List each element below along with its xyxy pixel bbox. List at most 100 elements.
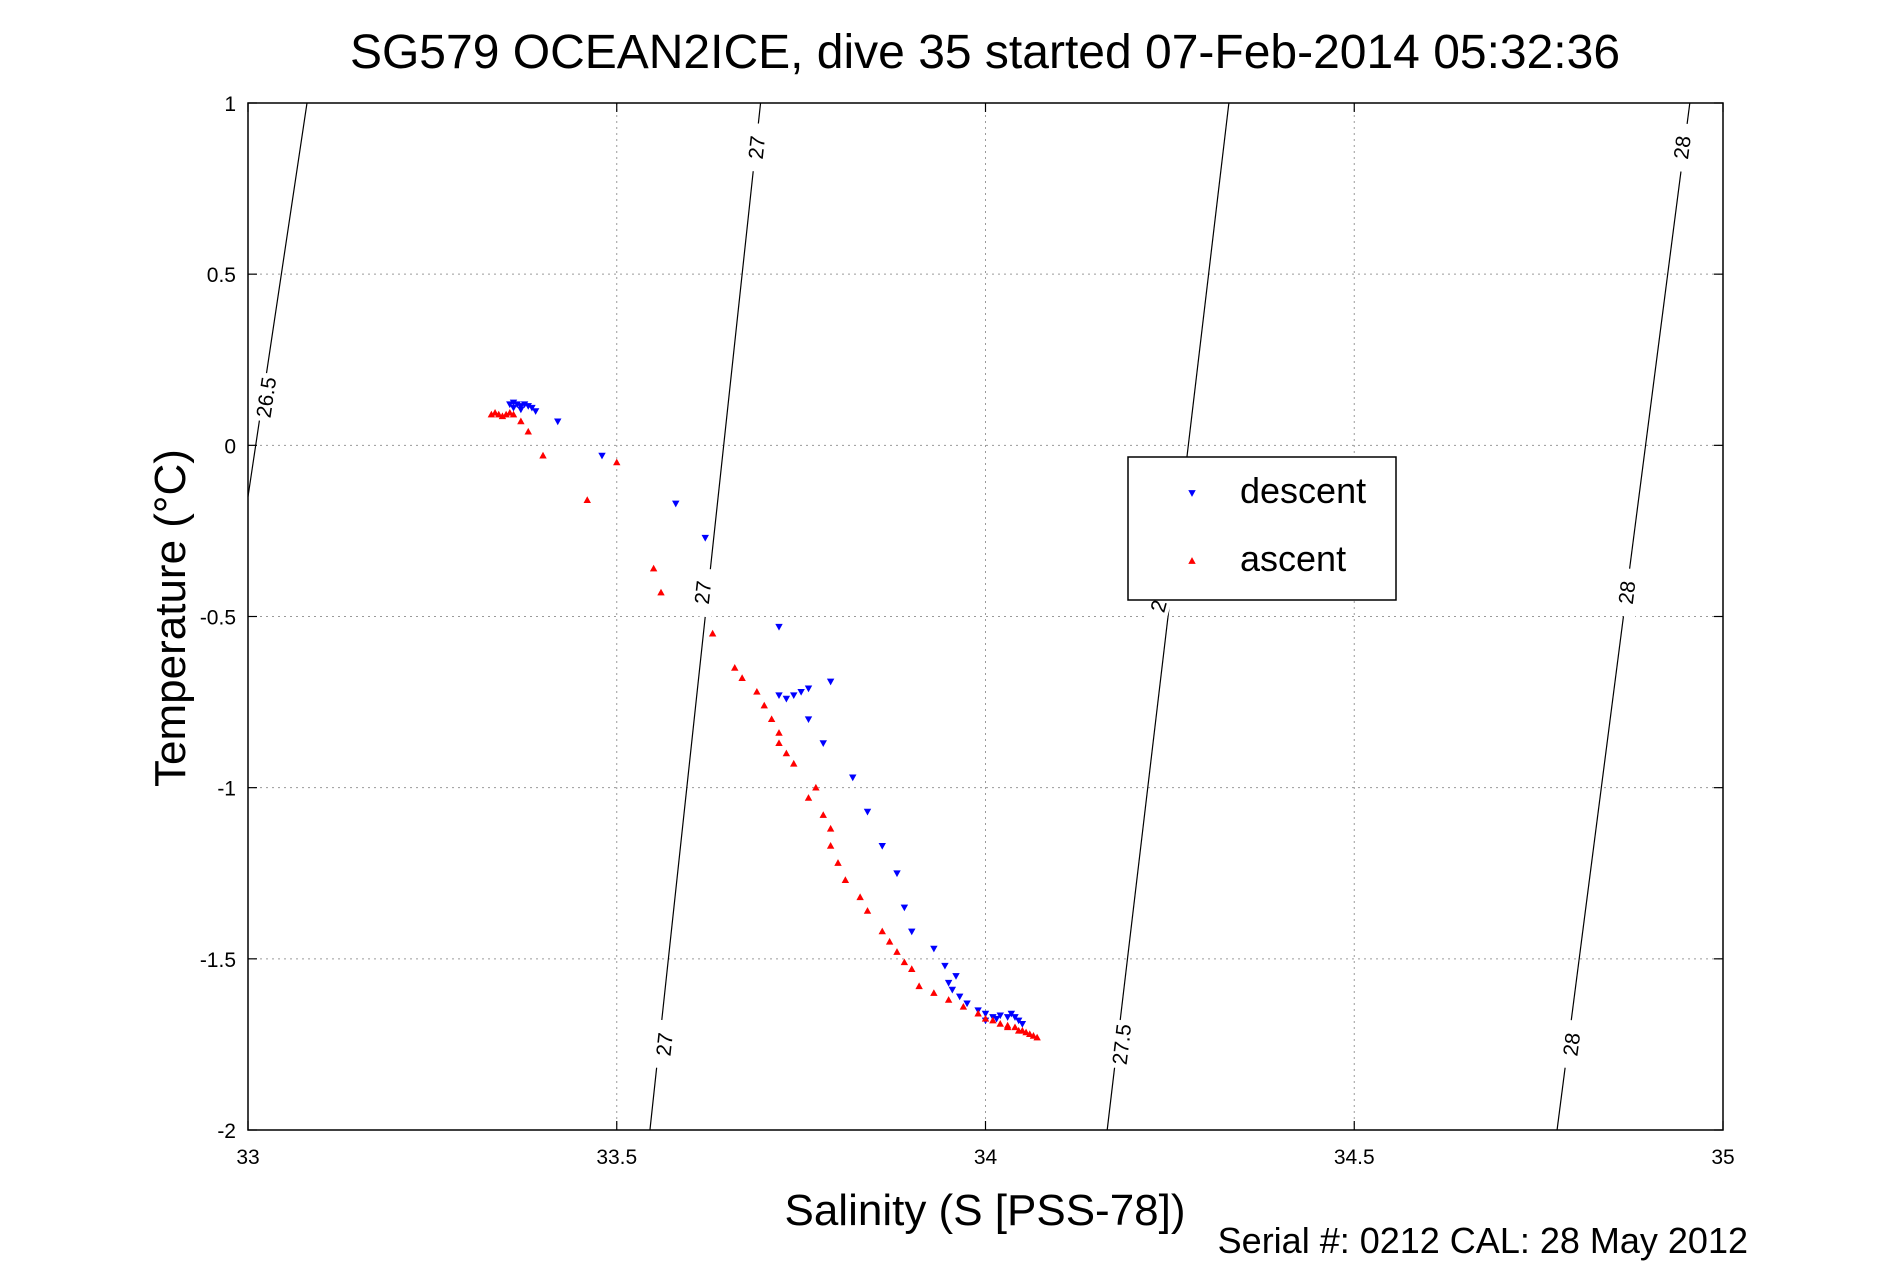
ascent-point <box>885 937 894 945</box>
descent-point <box>863 808 872 816</box>
ascent-point <box>767 715 776 723</box>
isopycnal-label-bg <box>1613 567 1642 618</box>
y-tick-label: 0 <box>224 435 236 458</box>
ascent-point <box>649 564 658 572</box>
ascent-point <box>900 958 909 966</box>
x-ticks: 33 33.5 34 34.5 35 <box>236 103 1735 1169</box>
legend-label-descent: descent <box>1240 470 1366 511</box>
x-tick-label: 33 <box>236 1146 259 1169</box>
ascent-point <box>790 759 798 767</box>
descent-point <box>531 408 540 415</box>
ascent-point <box>1022 1028 1030 1036</box>
descent-point <box>981 1010 990 1018</box>
ascent-point <box>1033 1033 1041 1041</box>
x-tick-label: 34 <box>974 1146 998 1169</box>
ascent-point <box>893 948 901 955</box>
descent-point <box>849 774 857 782</box>
y-tick-label: 1 <box>224 93 236 116</box>
descent-point <box>948 986 957 994</box>
footer-serial-cal: Serial #: 0212 CAL: 28 May 2012 <box>1218 1220 1748 1261</box>
ascent-point <box>826 824 835 832</box>
descent-point <box>992 1015 1001 1023</box>
ascent-point <box>812 783 820 791</box>
descent-point <box>944 979 953 987</box>
x-tick-label: 33.5 <box>596 1146 637 1169</box>
ascent-point <box>782 749 791 757</box>
x-tick-label: 35 <box>1711 1146 1734 1169</box>
ascent-point <box>856 893 864 901</box>
descent-point <box>826 678 835 686</box>
isopycnal-label: 27 <box>745 135 770 161</box>
descent-point <box>782 695 791 703</box>
descent-point <box>598 452 606 460</box>
isopycnal-line <box>1556 102 1691 1131</box>
grid <box>248 103 1723 1130</box>
isopycnal-label: 27 <box>652 1032 677 1058</box>
isopycnal-label-bg <box>743 122 771 173</box>
descent-point <box>996 1012 1004 1020</box>
ascent-point <box>841 876 850 883</box>
legend-label-ascent: ascent <box>1240 538 1346 579</box>
isopycnal-label-bg <box>1108 1019 1136 1070</box>
ascent-point <box>539 451 547 459</box>
descent-point <box>930 945 938 953</box>
isopycnal-label: 26.5 <box>253 376 282 420</box>
isopycnal-label: 27.5 <box>1109 1023 1137 1066</box>
ascent-point <box>1014 1026 1023 1034</box>
ascent-point <box>509 410 518 418</box>
ascent-point <box>915 982 923 990</box>
isopycnal-label-bg <box>252 372 281 423</box>
ascent-point <box>959 1002 968 1010</box>
descent-point <box>1003 1014 1012 1021</box>
ascent-point <box>708 629 717 637</box>
ascent-point <box>775 729 783 736</box>
ascent-point <box>491 408 499 416</box>
ascent-point <box>775 739 783 747</box>
ascent-point <box>1026 1030 1034 1038</box>
descent-point <box>941 962 949 970</box>
legend-box <box>1127 456 1397 601</box>
y-tick-label: 0.5 <box>207 264 236 287</box>
descent-point <box>908 928 916 936</box>
ascent-point <box>981 1014 990 1022</box>
ascent-point <box>731 664 739 671</box>
isopycnal-label-bg <box>1557 1019 1586 1070</box>
isopycnal-label: 28 <box>1615 580 1641 606</box>
ascent-point <box>996 1020 1004 1027</box>
ascent-point <box>738 674 746 681</box>
ascent-point <box>524 427 532 435</box>
y-ticks: 1 0.5 0 -0.5 -1 -1.5 -2 <box>200 93 1723 1143</box>
ascent-point <box>826 842 835 849</box>
ascent-point <box>495 410 503 418</box>
x-tick-label: 34.5 <box>1334 1146 1375 1169</box>
ascent-point <box>974 1009 982 1017</box>
ascent-point <box>944 996 953 1003</box>
ascent-point <box>583 496 591 503</box>
descent-point <box>819 740 827 747</box>
descent-point <box>1011 1014 1019 1021</box>
y-tick-label: -1 <box>217 778 236 801</box>
ascent-point <box>657 588 665 596</box>
y-axis-label: Temperature (°C) <box>146 449 195 787</box>
descent-point <box>701 534 709 542</box>
ascent-point <box>1011 1023 1019 1031</box>
descent-point <box>528 404 536 412</box>
isopycnal-line <box>1106 102 1230 1131</box>
ascent-point <box>1003 1023 1012 1031</box>
isopycnal-line <box>247 102 308 497</box>
descent-point <box>672 500 680 508</box>
descent-point <box>790 692 798 700</box>
descent-point <box>1014 1017 1023 1025</box>
isopycnal-label-bg <box>1668 122 1697 173</box>
ascent-point <box>834 859 842 866</box>
descent-point <box>775 623 783 631</box>
isopycnal-label: 27 <box>691 580 716 606</box>
descent-point <box>554 418 562 426</box>
legend: descent ascent <box>1127 456 1397 601</box>
plot-frame <box>247 102 1724 1131</box>
descent-point <box>517 406 525 414</box>
isopycnal-label-bg <box>689 567 717 618</box>
legend-marker-descent <box>1188 490 1196 497</box>
descent-point <box>955 993 964 1001</box>
y-tick-label: -2 <box>217 1120 236 1143</box>
